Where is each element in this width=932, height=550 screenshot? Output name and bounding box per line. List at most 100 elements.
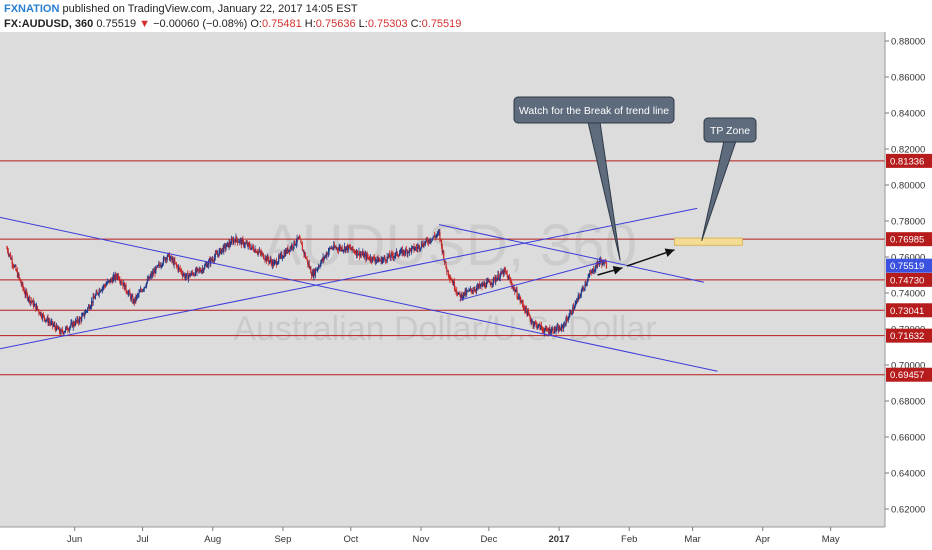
high-label: H: [304,18,316,30]
candle-body [19,277,21,280]
candle-body [151,273,153,276]
candle-body [574,304,576,308]
candle-body [296,237,298,243]
candle-body [529,315,531,320]
candle-body [422,246,424,247]
candle-body [111,279,113,283]
candle-body [351,246,353,250]
candle-body [466,290,468,295]
time-tick-label: 2017 [548,534,569,545]
candle-body [403,250,405,253]
candle-body [533,324,535,326]
candle-body [87,305,90,308]
candle-body [31,301,33,303]
candle-body [287,248,289,253]
candle-body [537,326,539,328]
candle-body [160,265,162,267]
callout-box [513,96,675,124]
candle-body [539,324,541,330]
candle-body [414,247,417,250]
candle-body [406,250,408,254]
candle-body [490,284,492,286]
level-badge [886,367,932,382]
candle-body [30,300,32,302]
candle-body [473,289,475,292]
candle-body [97,293,100,295]
candle-body [74,320,77,326]
candle-body [426,238,428,240]
candle-body [564,324,566,326]
candle-body [130,296,132,300]
candle-body [518,297,520,299]
candle-body [363,254,365,258]
candle-body [346,246,349,251]
time-tick-label: Sep [274,534,291,545]
candle-body [514,287,516,292]
candle-body [276,263,278,265]
candle-body [394,255,396,257]
candle-body [378,259,381,261]
candle-body [409,248,411,250]
candle-body [433,235,436,237]
candle-body [542,328,544,332]
candle-body [545,327,547,329]
trend-line [0,216,718,372]
candle-body [117,274,119,279]
candle-body [436,234,438,236]
candle-body [269,259,271,261]
candle-body [291,245,294,248]
candle-body [327,253,329,255]
last-price: 0.75519 [96,18,137,30]
candle-body [223,245,225,252]
candle-body [125,284,127,291]
candle-body [572,306,574,314]
symbol-label[interactable]: FX:AUDUSD, 360 [4,18,94,30]
candle-body [110,279,112,283]
candle-body [566,319,569,321]
price-tick-label: 0.76000 [891,253,925,264]
trend-line [0,207,698,350]
candle-body [379,260,381,262]
candle-body [391,253,394,256]
horizontal-levels [0,160,885,376]
candle-body [336,247,339,250]
candle-body [499,274,501,279]
candle-body [155,266,157,274]
candle-body [33,304,35,307]
candle-body [68,327,71,331]
candle-body [252,245,254,248]
candle-body [16,270,18,272]
candle-body [524,306,527,312]
candle-body [159,265,161,267]
trend-line [438,224,705,283]
candle-body [23,290,25,294]
candle-body [9,254,11,256]
candle-body [492,283,494,285]
candle-body [305,257,307,259]
candle-body [244,243,246,246]
candle-body [245,243,247,245]
candle-body [262,253,264,255]
candle-body [563,324,566,326]
candle-body [226,243,228,247]
time-axis[interactable]: Jun Jul Aug Sep Oct Nov Dec 2017 Feb Mar Apr May [0,526,885,545]
candle-body [453,281,455,285]
candle-body [412,246,414,248]
level-badge-label: 0.81336 [890,156,924,167]
candle-body [486,280,488,282]
candle-body [236,239,239,243]
publisher-name[interactable]: FXNATION [4,3,60,15]
candle-body [550,329,553,333]
candle-body [456,290,458,293]
candle-body [288,249,291,252]
candle-body [259,250,262,253]
candle-body [139,289,142,292]
candle-body [100,290,102,292]
candle-body [100,290,103,292]
candle-body [126,290,128,293]
candle-body [206,264,208,268]
ohlc-line: FX:AUDUSD, 360 0.75519 ▼ −0.00060 (−0.08… [4,18,461,30]
candle-body [162,257,164,264]
candle-body [297,237,299,239]
